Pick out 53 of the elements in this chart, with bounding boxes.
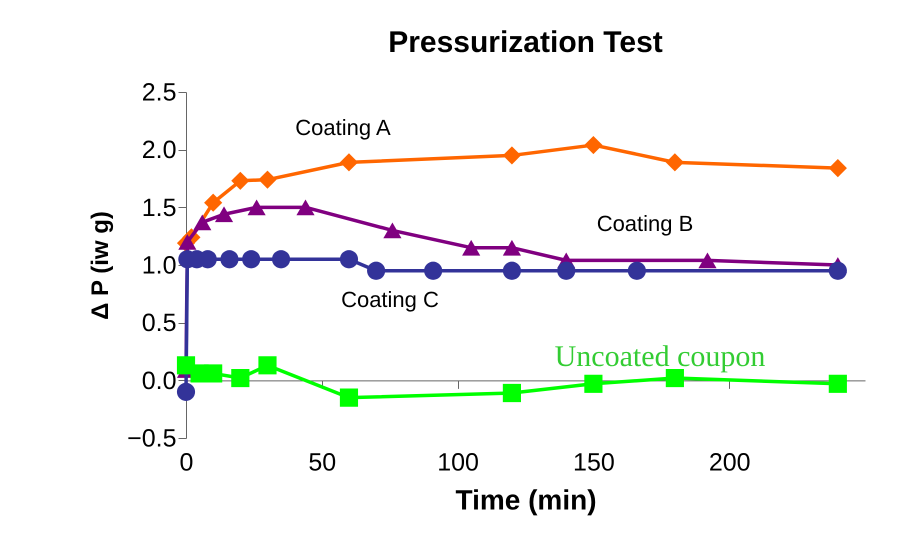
point <box>383 222 402 238</box>
point <box>462 240 480 256</box>
point <box>502 240 522 256</box>
point <box>231 172 250 190</box>
chart-title: Pressurization Test <box>388 26 663 59</box>
point <box>340 153 358 172</box>
x-tick-label: 200 <box>708 448 751 476</box>
point <box>204 364 222 382</box>
y-tick-label: 2.5 <box>142 78 176 106</box>
point <box>220 250 239 268</box>
series-label: Coating B <box>596 211 694 236</box>
point <box>340 388 358 407</box>
point <box>502 262 522 280</box>
point <box>367 262 386 280</box>
point <box>248 199 266 216</box>
x-tick-label: 150 <box>573 448 615 476</box>
point <box>828 262 847 280</box>
point <box>666 153 684 172</box>
x-axis-title: Time (min) <box>455 484 597 516</box>
point <box>698 252 717 268</box>
point <box>557 262 576 280</box>
y-tick-label: 0.0 <box>142 366 176 395</box>
x-tick-label: 50 <box>308 448 336 476</box>
point <box>502 146 522 165</box>
point <box>584 374 602 393</box>
point <box>258 170 277 189</box>
point <box>176 382 196 401</box>
point <box>502 384 522 402</box>
point <box>258 356 277 374</box>
y-tick-label: −0.5 <box>127 424 176 452</box>
y-axis-title: Δ P (iw g) <box>87 211 114 320</box>
x-tick-label: 100 <box>437 448 479 476</box>
y-tick-label: 1.0 <box>142 252 176 280</box>
point <box>272 250 290 268</box>
point <box>214 206 234 222</box>
point <box>828 374 847 393</box>
point <box>204 194 222 212</box>
y-tick-label: 1.5 <box>142 194 176 222</box>
y-tick-label: 2.0 <box>142 136 176 164</box>
point <box>828 159 847 178</box>
point <box>296 199 315 216</box>
point <box>242 250 260 268</box>
point <box>340 250 358 268</box>
y-tick-label: 0.5 <box>142 309 176 338</box>
x-tick-label: 0 <box>180 448 194 476</box>
series-label: Coating A <box>295 115 392 140</box>
point <box>424 262 442 280</box>
point <box>231 368 250 388</box>
series-label: Uncoated coupon <box>554 340 766 373</box>
point <box>584 136 602 154</box>
point <box>193 214 212 230</box>
series-label: Coating C <box>341 287 440 312</box>
point <box>628 262 646 280</box>
